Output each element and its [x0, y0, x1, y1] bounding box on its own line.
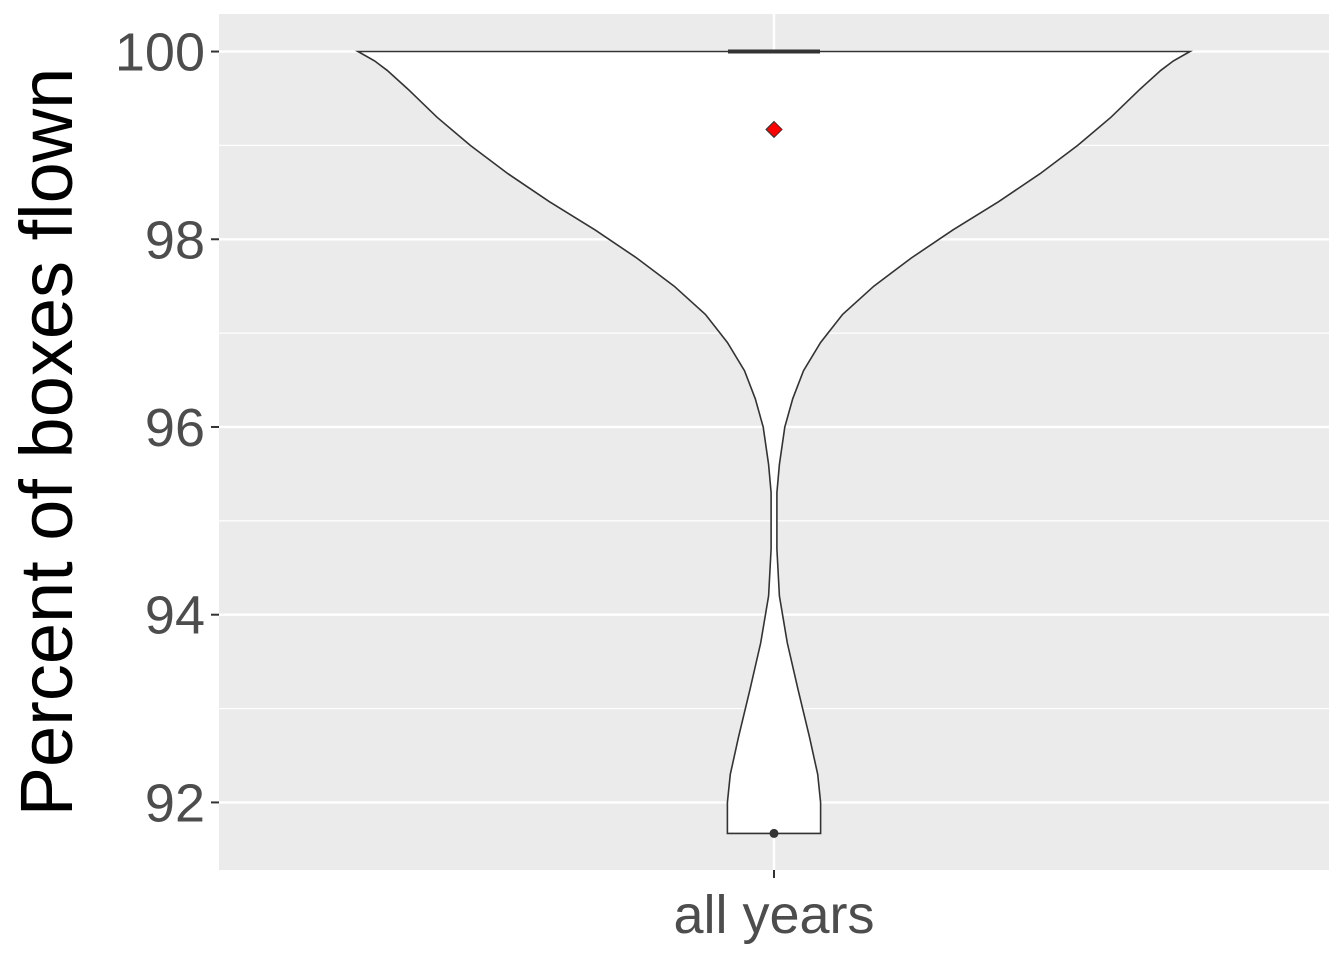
- violin-marks: [354, 49, 1194, 838]
- violin-shape: [354, 50, 1194, 835]
- y-tick-label: 98: [145, 210, 205, 270]
- mean-point: [765, 120, 783, 139]
- y-tick-label: 96: [145, 398, 205, 458]
- y-axis: 92 94 96 98 100: [115, 23, 219, 833]
- y-tick-label: 94: [145, 586, 205, 646]
- x-axis: all years: [673, 870, 875, 945]
- y-tick-label: 100: [115, 23, 205, 83]
- outlier-point: [769, 828, 779, 838]
- x-tick-label: all years: [673, 885, 874, 945]
- y-axis-title: Percent of boxes flown: [5, 68, 88, 817]
- y-tick-label: 92: [145, 773, 205, 833]
